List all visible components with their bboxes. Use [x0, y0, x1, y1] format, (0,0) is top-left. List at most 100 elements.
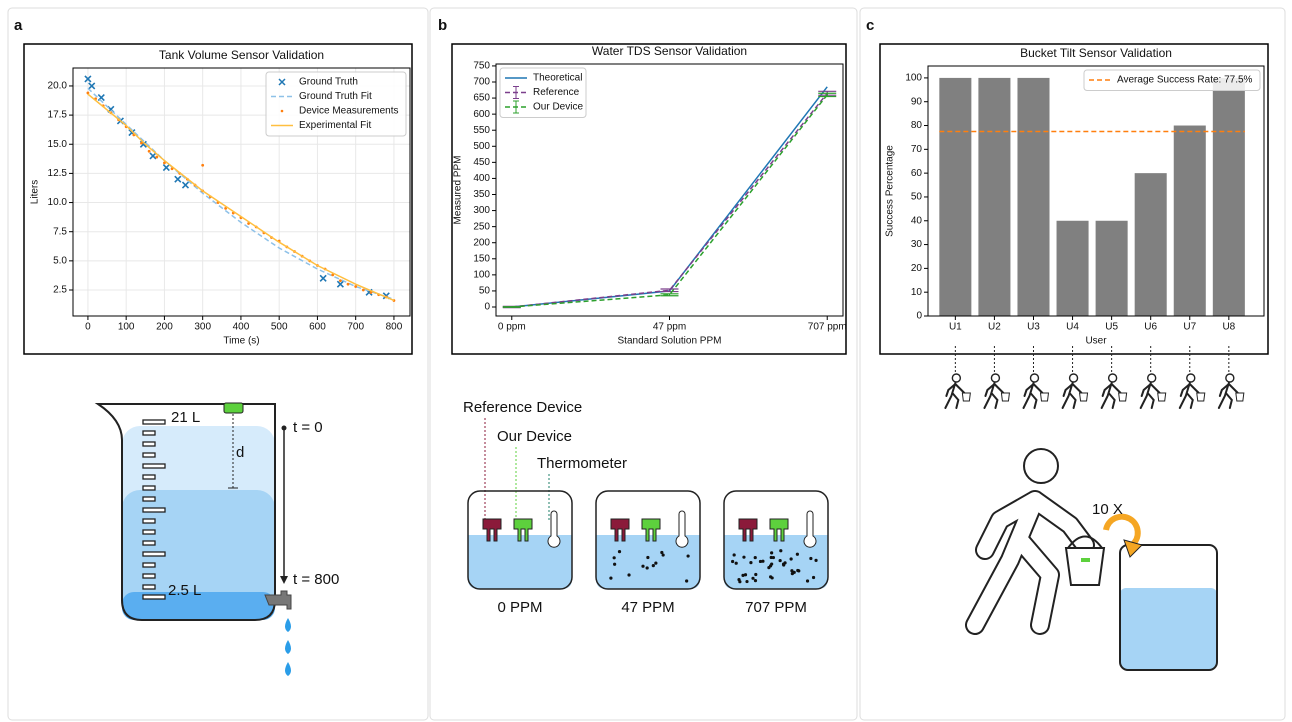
y-axis-label: Measured PPM — [453, 156, 464, 225]
x-tick-label: U3 — [1027, 322, 1040, 333]
solution-label: 0 PPM — [497, 599, 542, 616]
figure: a b c 21 L 2.5 L d t = 0 t = 800 — [0, 0, 1292, 722]
x-tick-label: U8 — [1222, 322, 1235, 333]
x-tick-label: 0 ppm — [498, 322, 526, 333]
time-label: t = 0 — [293, 419, 323, 436]
level-label: 2.5 L — [168, 582, 201, 599]
y-tick-label: 200 — [473, 237, 490, 248]
y-tick-label: 350 — [473, 189, 490, 200]
particle — [779, 559, 782, 562]
panel-letter: a — [14, 17, 23, 34]
particle — [759, 560, 762, 563]
bar — [1135, 173, 1167, 316]
y-tick-label: 100 — [905, 73, 922, 84]
device-label: Thermometer — [537, 455, 627, 472]
chart-title: Water TDS Sensor Validation — [592, 44, 747, 58]
walker-icon-bucket — [1119, 393, 1127, 401]
x-axis-label: Time (s) — [223, 336, 259, 347]
walker-icon-head — [1070, 374, 1078, 382]
x-tick-label: U6 — [1144, 322, 1157, 333]
legend-label: Our Device — [533, 102, 583, 113]
walker-icon-head — [952, 374, 960, 382]
particle — [751, 577, 754, 580]
marker — [354, 285, 357, 288]
device-label: Our Device — [497, 428, 572, 445]
walker-icon-bucket — [1080, 393, 1088, 401]
solution-label: 47 PPM — [621, 599, 674, 616]
walker-icon-head — [1030, 374, 1038, 382]
particle — [609, 577, 612, 580]
particle — [641, 565, 644, 568]
y-tick-label: 10 — [911, 287, 923, 298]
y-tick-label: 250 — [473, 221, 490, 232]
x-tick-label: 707 ppm — [808, 322, 847, 333]
x-tick-label: 100 — [118, 322, 135, 333]
marker — [87, 92, 90, 95]
particle — [646, 556, 649, 559]
legend-label: Reference — [533, 87, 580, 98]
y-tick-label: 60 — [911, 168, 923, 179]
y-tick-label: 40 — [911, 215, 923, 226]
particle — [754, 579, 757, 582]
particle — [687, 554, 690, 557]
y-tick-label: 80 — [911, 120, 923, 131]
y-tick-label: 17.5 — [48, 110, 68, 121]
walker-icon-bucket — [1001, 393, 1009, 401]
chart-title: Tank Volume Sensor Validation — [159, 48, 324, 62]
level-label: 21 L — [171, 409, 200, 426]
particle — [812, 576, 815, 579]
chart-title: Bucket Tilt Sensor Validation — [1020, 46, 1172, 60]
particle — [662, 553, 665, 556]
bar — [939, 78, 971, 316]
y-tick-label: 30 — [911, 239, 923, 250]
particle — [796, 553, 799, 556]
particle — [782, 563, 785, 566]
y-tick-label: 500 — [473, 141, 490, 152]
error-bar — [503, 307, 521, 308]
device-label: Reference Device — [463, 399, 582, 416]
particle — [733, 553, 736, 556]
legend-marker — [281, 110, 284, 113]
bar — [1057, 221, 1089, 316]
y-axis-label: Liters — [30, 180, 41, 204]
particle — [809, 557, 812, 560]
particle — [735, 562, 738, 565]
y-tick-label: 20 — [911, 263, 923, 274]
legend-label: Ground Truth — [299, 77, 358, 88]
y-tick-label: 650 — [473, 93, 490, 104]
drops — [285, 618, 291, 676]
particle — [771, 576, 774, 579]
walker-icon-head — [1226, 374, 1234, 382]
y-tick-label: 15.0 — [48, 139, 68, 150]
particle — [770, 551, 773, 554]
particle — [646, 566, 649, 569]
x-tick-label: U5 — [1105, 322, 1118, 333]
x-tick-label: U2 — [988, 322, 1001, 333]
bar — [1017, 78, 1049, 316]
y-tick-label: 450 — [473, 157, 490, 168]
y-tick-label: 10.0 — [48, 197, 68, 208]
marker — [362, 289, 365, 292]
marker — [155, 156, 158, 159]
x-tick-label: 0 — [85, 322, 91, 333]
x-tick-label: 47 ppm — [653, 322, 686, 333]
x-tick-label: 600 — [309, 322, 326, 333]
particle — [790, 557, 793, 560]
y-tick-label: 0 — [484, 302, 490, 313]
y-tick-label: 50 — [911, 192, 923, 203]
particle — [770, 562, 773, 565]
marker — [339, 279, 342, 282]
y-tick-label: 7.5 — [53, 226, 67, 237]
walker-icon-head — [1109, 374, 1117, 382]
marker — [347, 283, 350, 286]
x-axis-label: User — [1085, 336, 1107, 347]
legend-label: Experimental Fit — [299, 120, 371, 131]
walker-icon-bucket — [1236, 393, 1244, 401]
bar — [1174, 126, 1206, 316]
particle — [627, 573, 630, 576]
solution-label: 707 PPM — [745, 599, 807, 616]
particle — [742, 556, 745, 559]
x-tick-label: 800 — [386, 322, 403, 333]
particle — [814, 559, 817, 562]
x-tick-label: U7 — [1183, 322, 1196, 333]
